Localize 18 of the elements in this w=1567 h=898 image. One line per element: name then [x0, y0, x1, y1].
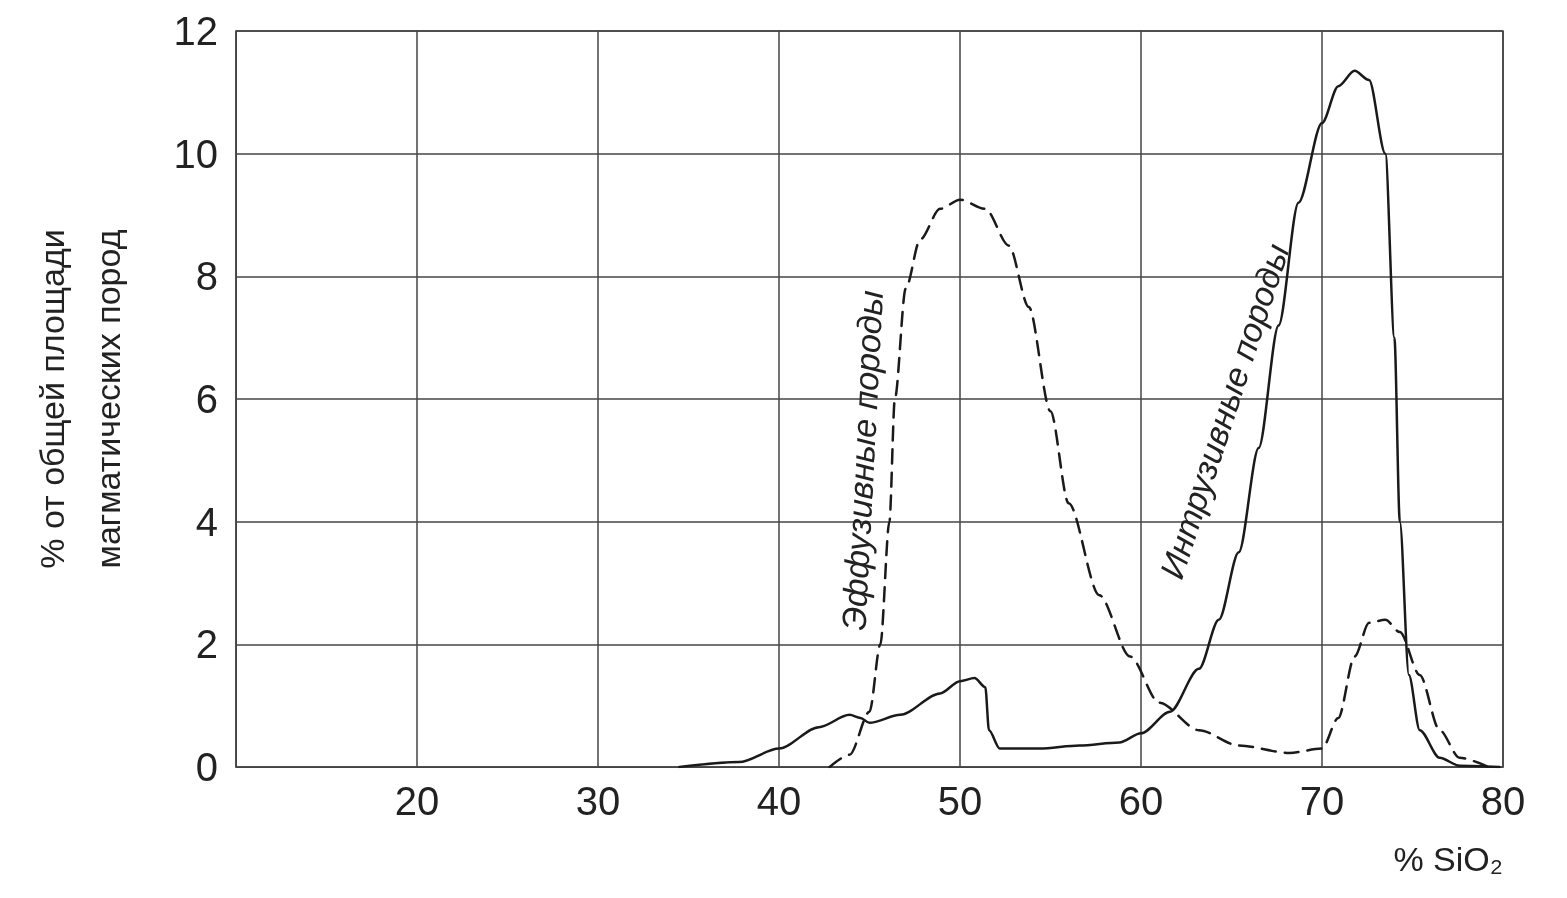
y-tick-label: 0: [195, 745, 218, 789]
x-tick-label: 40: [756, 779, 802, 823]
y-tick-label: 10: [173, 131, 218, 176]
x-tick-label: 30: [575, 779, 621, 823]
y-tick-label: 2: [195, 622, 218, 667]
x-axis-title: % SiO₂: [1393, 840, 1503, 878]
line-series: [678, 69, 1501, 769]
y-tick-label: 12: [173, 9, 218, 53]
x-tick-label: 50: [937, 779, 983, 823]
y-tick-label: 6: [195, 377, 218, 421]
y-axis-title: % от общей площади магматических пород: [33, 229, 127, 569]
y-tick-label: 4: [195, 499, 218, 544]
text: Эффузивные породы: [834, 289, 891, 632]
x-tick-label: 60: [1118, 779, 1164, 823]
y-tick-label: 8: [195, 254, 218, 299]
x-tick-label: 20: [394, 779, 440, 823]
x-tick-label: 70: [1299, 779, 1345, 823]
x-tick-label: 80: [1480, 779, 1526, 823]
